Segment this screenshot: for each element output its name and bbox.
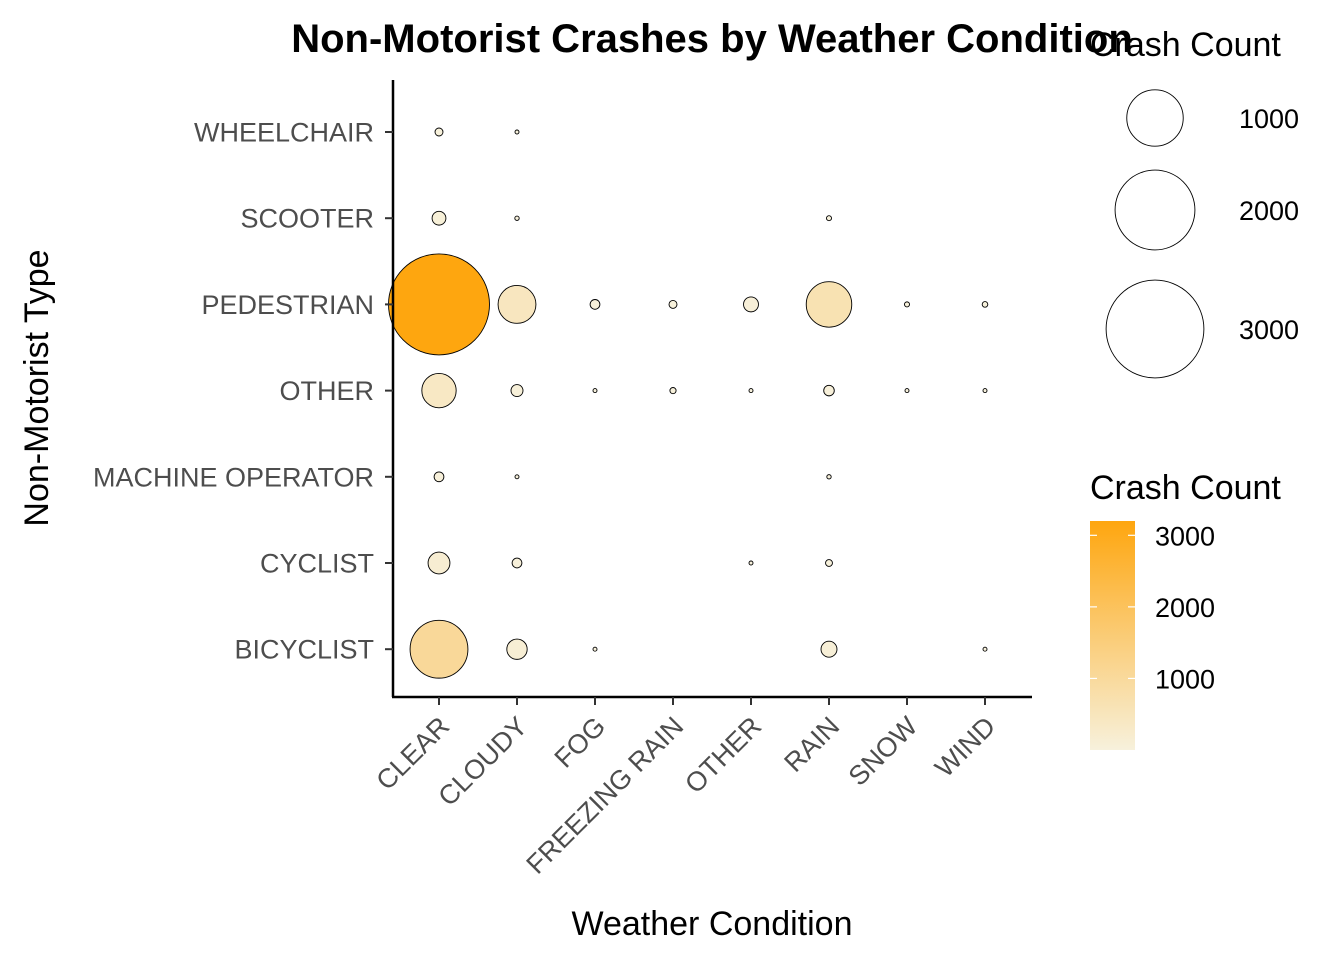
bubble-point	[433, 471, 445, 483]
bubble-point	[431, 210, 447, 226]
x-tick-label: WIND	[929, 711, 1001, 783]
bubble-point	[805, 281, 853, 328]
color-legend-label: 3000	[1155, 521, 1215, 551]
bubble-point	[514, 129, 520, 135]
bubble-point	[434, 127, 444, 137]
bubble-point	[981, 301, 989, 308]
x-tick-label: SNOW	[843, 711, 924, 792]
x-tick-label: OTHER	[679, 711, 767, 799]
bubble-point	[427, 551, 451, 575]
bubble-point	[823, 384, 835, 397]
color-legend-label: 1000	[1155, 664, 1215, 694]
bubble-point	[982, 388, 988, 394]
color-legend-title: Crash Count	[1090, 469, 1281, 507]
bubble-point	[511, 557, 523, 569]
y-axis-title: Non-Motorist Type	[18, 249, 56, 526]
bubble-point	[826, 474, 832, 480]
size-legend-label: 1000	[1239, 104, 1299, 134]
plot-area	[388, 127, 989, 679]
bubble-point	[748, 388, 754, 394]
bubble-point	[497, 285, 537, 324]
size-legend-circle	[1114, 169, 1196, 251]
y-axis-ticks: BICYCLIST CYCLIST MACHINE OPERATOR OTHER PED…	[93, 118, 393, 665]
bubble-point	[388, 253, 490, 356]
bubble-point	[748, 560, 754, 566]
bubble-point	[421, 372, 457, 409]
size-legend-label: 2000	[1239, 196, 1299, 226]
bubble-point	[904, 388, 910, 394]
bubble-point	[592, 388, 598, 394]
y-tick-label: BICYCLIST	[234, 635, 374, 665]
bubble-point	[826, 215, 832, 222]
bubble-point	[743, 296, 759, 313]
color-legend-bar	[1090, 521, 1135, 750]
bubble-point	[668, 299, 678, 309]
size-legend-label: 3000	[1239, 315, 1299, 345]
x-axis-title: Weather Condition	[572, 905, 853, 943]
x-tick-label: FOG	[549, 711, 612, 774]
size-legend-title: Crash Count	[1090, 26, 1281, 64]
y-tick-label: WHEELCHAIR	[194, 118, 374, 148]
bubble-point	[669, 387, 677, 395]
bubble-point	[514, 474, 520, 480]
y-tick-label: MACHINE OPERATOR	[93, 462, 374, 492]
bubble-point	[820, 640, 838, 658]
bubble-point	[589, 299, 601, 310]
chart-title: Non-Motorist Crashes by Weather Conditio…	[291, 17, 1133, 61]
bubble-point	[825, 559, 833, 567]
color-legend: Crash Count 1000 2000 3000	[1090, 469, 1281, 750]
y-tick-label: PEDESTRIAN	[201, 290, 374, 320]
y-tick-label: CYCLIST	[260, 549, 374, 579]
bubble-point	[904, 301, 910, 308]
size-legend: Crash Count 1000 2000 3000	[1090, 26, 1299, 379]
bubble-point	[506, 638, 528, 660]
bubble-point	[592, 646, 598, 652]
bubble-point	[409, 619, 469, 679]
bubble-point	[982, 646, 988, 652]
y-tick-label: OTHER	[280, 376, 375, 406]
x-tick-label: RAIN	[778, 711, 845, 778]
bubble-point	[514, 215, 520, 221]
size-legend-circle	[1105, 279, 1205, 379]
y-tick-label: SCOOTER	[240, 204, 374, 234]
size-legend-circle	[1126, 89, 1184, 147]
color-legend-label: 2000	[1155, 593, 1215, 623]
bubble-point	[510, 384, 524, 398]
